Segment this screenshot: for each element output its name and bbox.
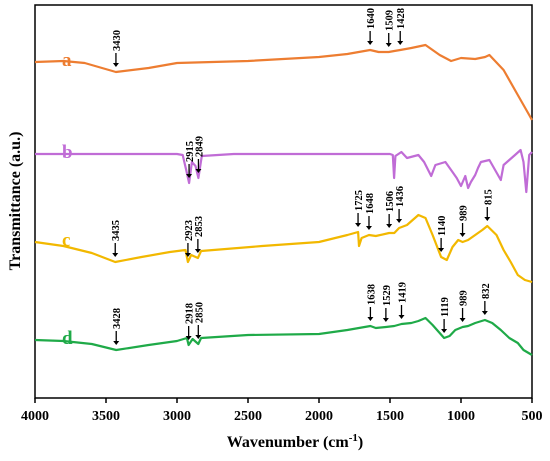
peak-arrow-head: [398, 315, 405, 319]
peak-label-d: 1529: [382, 285, 393, 306]
peak-arrow-head: [355, 223, 362, 227]
peak-label-c: 3435: [111, 220, 122, 241]
peak-arrow-head: [386, 224, 393, 228]
peak-label-d: 1638: [366, 284, 377, 305]
peak-arrow-head: [195, 169, 202, 173]
peak-label-a: 1509: [385, 10, 396, 31]
x-tick-label: 1500: [376, 409, 404, 424]
peak-label-d: 3428: [112, 308, 123, 329]
x-axis-title-superscript: -1: [349, 432, 358, 444]
x-tick-label: 2000: [305, 409, 333, 424]
x-tick-label: 3000: [163, 409, 191, 424]
series-line-c: [34, 213, 533, 284]
peak-label-c: 2923: [184, 220, 195, 241]
x-axis-title-close: ): [358, 434, 363, 451]
peak-label-d: 989: [459, 290, 470, 306]
peak-label-d: 1419: [398, 282, 409, 303]
series-line-d: [34, 316, 533, 356]
x-tick-label: 4000: [21, 409, 49, 424]
x-tick-label: 1000: [447, 409, 475, 424]
series-letter-d: d: [62, 328, 73, 349]
series-letter-b: b: [62, 142, 73, 163]
peak-arrow-head: [396, 219, 403, 223]
peak-label-d: 2918: [185, 303, 196, 324]
peak-label-c: 1140: [437, 216, 448, 236]
series-line-b: [35, 148, 533, 194]
peak-label-b: 2849: [194, 136, 205, 157]
peak-label-c: 1648: [365, 193, 376, 214]
x-axis-title: Wavenumber (cm-1): [227, 432, 363, 451]
peak-arrow-head: [397, 41, 404, 45]
peak-label-d: 832: [481, 283, 492, 299]
peak-label-c: 815: [483, 189, 494, 205]
plot-frame: [34, 4, 533, 399]
peak-arrow-head: [113, 341, 120, 345]
x-tick-label: 3500: [92, 409, 120, 424]
peak-label-c: 2853: [194, 216, 205, 237]
peak-arrow-head: [112, 63, 119, 67]
peak-label-a: 1640: [366, 8, 377, 29]
peak-arrow-head: [382, 318, 389, 322]
peak-arrow-head: [194, 249, 201, 253]
peak-label-d: 2850: [194, 302, 205, 323]
series-line-a: [34, 43, 533, 121]
series-group: [34, 43, 533, 356]
peak-arrow-head: [184, 253, 191, 257]
series-letters: a b c d: [62, 50, 73, 349]
series-letter-c: c: [62, 230, 70, 251]
peak-arrow-head: [441, 329, 448, 333]
peak-label-c: 1436: [395, 186, 406, 207]
peak-label-d: 1119: [440, 297, 451, 317]
peak-label-c: 1506: [385, 191, 396, 212]
peak-arrow-head: [367, 41, 374, 45]
peak-label-a: 1428: [396, 8, 407, 29]
peak-arrow-head: [459, 233, 466, 237]
peak-arrow-head: [481, 311, 488, 315]
peak-arrow-head: [112, 253, 119, 257]
x-axis-ticks: 4000 3500 3000 2500 2000 1500 1000 500: [21, 398, 543, 424]
series-letter-a: a: [62, 50, 72, 71]
peak-label-a: 3430: [112, 30, 123, 51]
y-axis-title: Transmittance (a.u.): [7, 132, 24, 271]
peak-arrow-head: [459, 318, 466, 322]
x-tick-label: 500: [522, 409, 543, 424]
peak-arrow-head: [484, 217, 491, 221]
peak-arrow-head: [195, 335, 202, 339]
peak-arrow-head: [367, 317, 374, 321]
peak-arrow-head: [438, 248, 445, 252]
peak-arrow-head: [186, 174, 193, 178]
peak-arrow-head: [185, 336, 192, 340]
peak-label-c: 1725: [354, 190, 365, 211]
peak-label-b: 2915: [185, 141, 196, 162]
x-axis-title-main: Wavenumber (cm: [227, 434, 350, 451]
peak-label-c: 989: [459, 205, 470, 221]
peak-arrow-head: [385, 43, 392, 47]
x-tick-label: 2500: [234, 409, 262, 424]
peak-arrow-head: [365, 226, 372, 230]
